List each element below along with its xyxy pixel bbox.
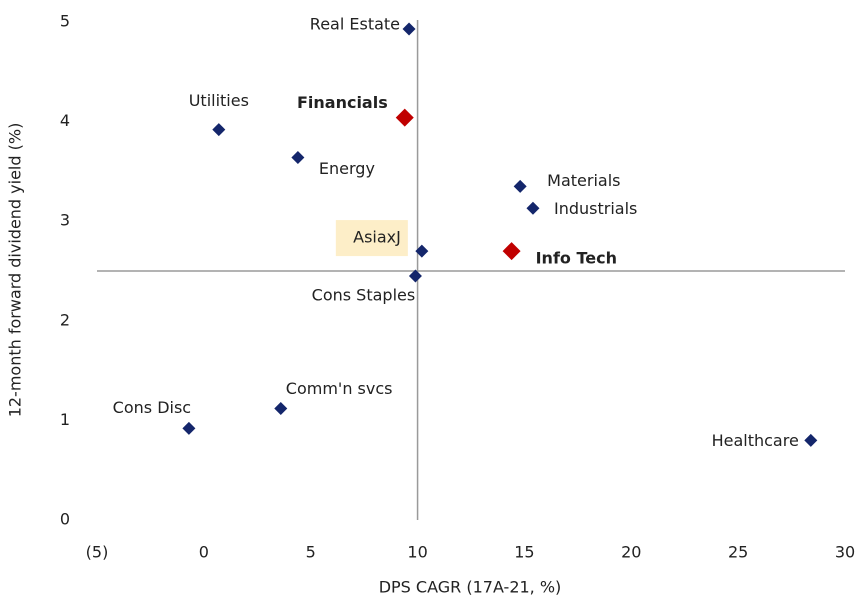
point-label: Utilities <box>189 91 249 110</box>
point <box>274 401 288 415</box>
x-axis-title: DPS CAGR (17A-21, %) <box>379 578 562 597</box>
point-label: Materials <box>547 171 620 190</box>
x-tick-label: 10 <box>407 543 427 562</box>
y-tick-label: 5 <box>60 12 70 31</box>
point <box>804 433 818 447</box>
point-label: Financials <box>297 93 388 112</box>
point-label: Comm'n svcs <box>286 379 393 398</box>
point <box>502 242 521 261</box>
y-tick-label: 0 <box>60 510 70 529</box>
point <box>513 179 527 193</box>
y-tick-label: 4 <box>60 111 70 130</box>
point-label: Cons Disc <box>113 398 191 417</box>
point-label: Real Estate <box>310 14 400 33</box>
x-tick-label: 15 <box>514 543 534 562</box>
point <box>182 421 196 435</box>
point-label: Cons Staples <box>312 285 416 304</box>
point <box>291 150 305 164</box>
y-tick-label: 2 <box>60 310 70 329</box>
point-label: Industrials <box>554 199 637 218</box>
y-tick-label: 1 <box>60 410 70 429</box>
y-axis-title: 12-month forward dividend yield (%) <box>6 123 25 418</box>
x-tick-label: 5 <box>306 543 316 562</box>
point <box>408 269 422 283</box>
point <box>415 244 429 258</box>
point <box>526 201 540 215</box>
point-label: Healthcare <box>712 431 799 450</box>
point <box>402 22 416 36</box>
y-tick-label: 3 <box>60 211 70 230</box>
point-label: Energy <box>319 159 375 178</box>
point-label: Info Tech <box>536 249 617 268</box>
label-box <box>335 220 408 257</box>
point <box>395 108 414 127</box>
x-tick-label: 25 <box>728 543 748 562</box>
x-tick-label: 20 <box>621 543 641 562</box>
point-label: AsiaxJ <box>353 228 401 247</box>
x-tick-label: 0 <box>199 543 209 562</box>
x-tick-label: 30 <box>835 543 855 562</box>
point <box>212 123 226 137</box>
x-tick-label: (5) <box>86 543 109 562</box>
